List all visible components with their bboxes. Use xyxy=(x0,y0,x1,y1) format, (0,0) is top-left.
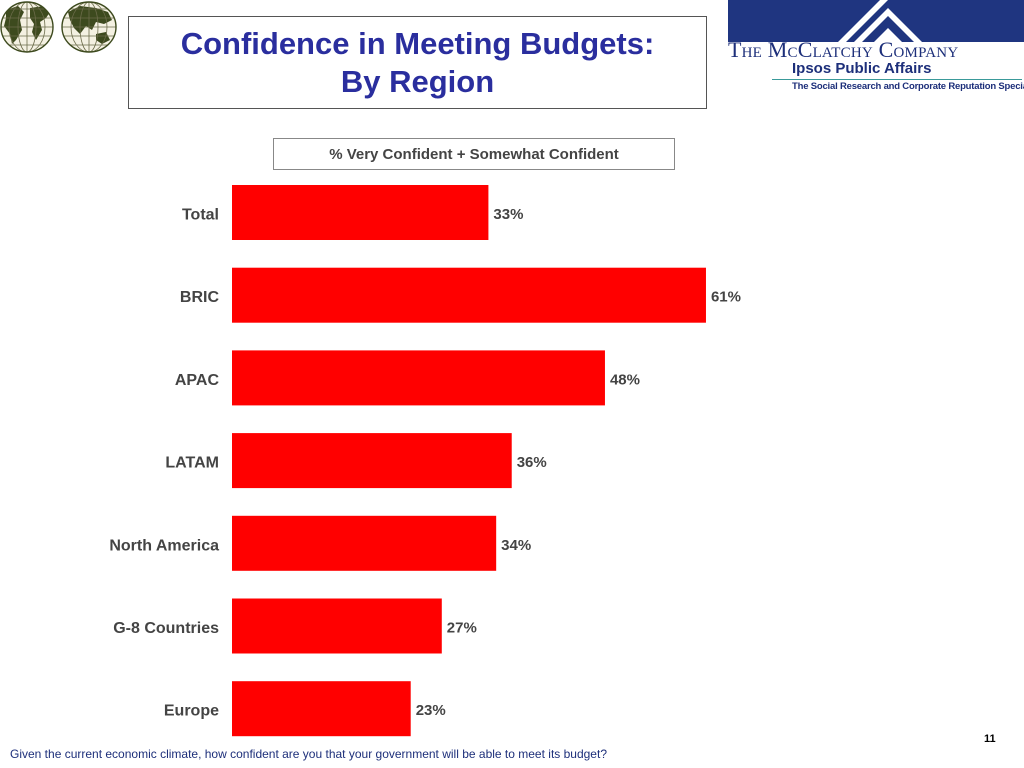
bar-latam xyxy=(232,433,512,489)
value-label: 23% xyxy=(416,702,446,719)
value-label: 36% xyxy=(517,454,547,471)
category-label: BRIC xyxy=(180,289,220,306)
value-label: 61% xyxy=(711,289,741,306)
ipsos-division-name: Ipsos Public Affairs xyxy=(792,60,932,77)
category-label: LATAM xyxy=(165,455,219,472)
bar-apac xyxy=(232,350,605,406)
title-box: Confidence in Meeting Budgets: By Region xyxy=(128,16,707,109)
category-label: Europe xyxy=(164,703,219,720)
page-title-line-2: By Region xyxy=(340,63,495,99)
ipsos-tagline: The Social Research and Corporate Reputa… xyxy=(792,81,1024,92)
company-branding: The McClatchy Company Ipsos Public Affai… xyxy=(728,0,1024,96)
bar-total xyxy=(232,185,489,240)
category-label: North America xyxy=(109,537,219,554)
value-label: 34% xyxy=(501,537,531,554)
chart-subtitle: % Very Confident + Somewhat Confident xyxy=(273,138,675,170)
mcclatchy-logo-icon xyxy=(728,0,1024,42)
category-label: G-8 Countries xyxy=(113,620,219,637)
globe-logo-icon xyxy=(0,1,117,53)
survey-question-footnote: Given the current economic climate, how … xyxy=(10,747,607,761)
mcclatchy-company-name: The McClatchy Company xyxy=(728,37,959,62)
bar-europe xyxy=(232,681,411,737)
bar-bric xyxy=(232,267,706,323)
bar-g-8-countries xyxy=(232,598,442,654)
category-label: Total xyxy=(182,207,219,224)
page-number: 11 xyxy=(984,733,996,745)
bar-north-america xyxy=(232,515,497,571)
value-label: 33% xyxy=(493,206,523,223)
value-label: 27% xyxy=(447,620,477,637)
category-label: APAC xyxy=(175,372,220,389)
ipsos-divider xyxy=(772,79,1022,80)
bar-group: Total 33% BRIC 61% APAC 48% LATAM 36% North Amer… xyxy=(109,185,741,737)
value-label: 48% xyxy=(610,371,640,388)
page-title-line-1: Confidence in Meeting Budgets: xyxy=(180,25,655,61)
